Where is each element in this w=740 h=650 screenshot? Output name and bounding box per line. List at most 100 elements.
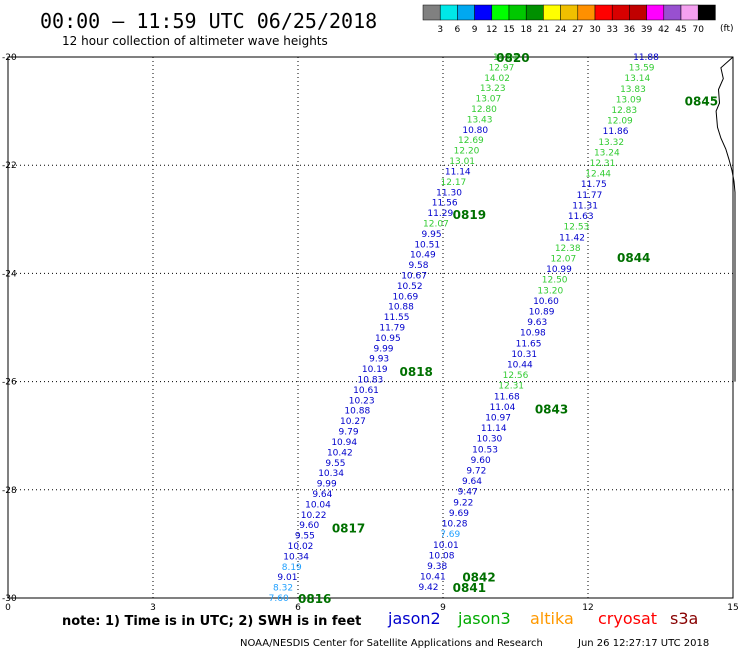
wave-height-value: 10.41 xyxy=(420,573,446,583)
wave-height-value: 13.32 xyxy=(598,138,624,148)
wave-height-value: 12.83 xyxy=(611,106,637,116)
colorbar-label: 3 xyxy=(437,25,443,35)
wave-height-value: 10.08 xyxy=(429,551,455,561)
wave-height-value: 10.52 xyxy=(397,282,423,292)
wave-height-value: 10.34 xyxy=(283,552,309,562)
y-tick-labels: -20 -22 -24 -26 -28 -30 xyxy=(2,53,17,604)
wave-height-value: 13.43 xyxy=(467,115,493,125)
wave-height-value: 11.29 xyxy=(427,209,453,219)
plot-frame xyxy=(7,56,734,599)
wave-height-value: 10.69 xyxy=(392,292,418,302)
y-tick-label: -28 xyxy=(2,486,17,496)
wave-height-value: 13.14 xyxy=(624,74,650,84)
wave-height-value: 10.30 xyxy=(477,435,503,445)
wave-height-value: 8.32 xyxy=(273,584,293,594)
wave-height-value: 11.86 xyxy=(603,127,629,137)
wave-height-value: 7.60 xyxy=(269,594,289,604)
x-tick-label: 3 xyxy=(150,603,156,613)
wave-height-value: 13.07 xyxy=(475,95,501,105)
wave-height-value: 10.27 xyxy=(340,417,366,427)
wave-height-value: 10.42 xyxy=(327,448,353,458)
colorbar-label: 36 xyxy=(624,25,636,35)
wave-height-value: 10.49 xyxy=(410,251,436,261)
colorbar-label: 12 xyxy=(486,25,497,35)
wave-height-value: 10.97 xyxy=(485,414,511,424)
wave-height-value: 13.83 xyxy=(620,85,646,95)
wave-height-value: 11.14 xyxy=(481,424,507,434)
colorbar-swatch xyxy=(508,4,527,21)
wave-height-value: 10.23 xyxy=(349,396,375,406)
wave-height-value: 10.34 xyxy=(318,469,344,479)
colorbar-label: 30 xyxy=(589,25,601,35)
colorbar-swatch xyxy=(646,4,665,21)
wave-height-value: 11.42 xyxy=(559,233,585,243)
wave-height-value: 13.01 xyxy=(449,157,475,167)
pass-time-label: 0819 xyxy=(453,208,486,222)
pass-time-label: 0818 xyxy=(400,365,433,379)
colorbar-label: 42 xyxy=(658,25,669,35)
wave-height-value: 10.83 xyxy=(358,376,384,386)
wave-height-value: 11.68 xyxy=(494,392,520,402)
x-tick-label: 12 xyxy=(582,603,593,613)
wave-height-value: 11.77 xyxy=(577,191,603,201)
wave-height-value: 13.09 xyxy=(616,95,642,105)
colorbar-swatch xyxy=(525,4,544,21)
wave-height-value: 12.31 xyxy=(498,382,524,392)
wave-height-value: 14.02 xyxy=(484,74,510,84)
wave-height-value: 13.59 xyxy=(629,64,655,74)
pass-time-label: 0820 xyxy=(496,51,529,65)
wave-height-value: 12.80 xyxy=(471,105,497,115)
wave-height-value: 9.01 xyxy=(277,573,297,583)
wave-height-value: 9.72 xyxy=(466,467,486,477)
colorbar-label: 33 xyxy=(606,25,617,35)
wave-height-value: 9.79 xyxy=(339,428,359,438)
x-tick-label: 6 xyxy=(295,603,301,613)
wave-height-value: 9.55 xyxy=(325,459,345,469)
wave-height-value: 9.63 xyxy=(527,318,547,328)
chart-title: 00:00 – 11:59 UTC 06/25/2018 xyxy=(40,9,377,33)
y-tick-label: -22 xyxy=(2,161,17,171)
wave-height-value: 10.88 xyxy=(344,407,370,417)
y-tick-label: -24 xyxy=(2,269,17,279)
wave-height-value: 13.24 xyxy=(594,148,620,158)
wave-height-value: 12.17 xyxy=(441,178,467,188)
wave-height-value: 10.22 xyxy=(301,511,327,521)
colorbar-label: 21 xyxy=(538,25,549,35)
pass-time-label: 0845 xyxy=(685,94,718,108)
wave-height-labels: 14.0412.9714.0213.2313.0712.8013.4310.80… xyxy=(269,53,660,604)
colorbar-swatch xyxy=(560,4,579,21)
colorbar-swatch xyxy=(457,4,475,21)
wave-height-value: 10.01 xyxy=(433,541,459,551)
colorbar-label: 70 xyxy=(692,25,704,35)
colorbar-label: 9 xyxy=(472,25,478,35)
pass-time-label: 0844 xyxy=(617,251,650,265)
wave-height-value: 10.28 xyxy=(442,520,468,530)
wave-height-value: 12.09 xyxy=(607,117,633,127)
wave-height-value: 10.60 xyxy=(533,297,559,307)
wave-height-value: 11.14 xyxy=(445,167,471,177)
wave-height-value: 10.44 xyxy=(507,361,533,371)
satellite-name: jason2 xyxy=(387,609,441,628)
wave-height-value: 12.50 xyxy=(542,276,568,286)
colorbar-swatch xyxy=(680,4,699,21)
satellite-name: cryosat xyxy=(598,609,657,628)
wave-height-value: 12.53 xyxy=(564,223,590,233)
color-scale-bar: 3 6 9 12 15 18 21 24 27 30 33 36 39 42 45 70 xyxy=(422,4,716,35)
wave-height-value: 9.99 xyxy=(317,480,337,490)
wave-height-value: 10.67 xyxy=(401,271,427,281)
wave-height-value: 11.79 xyxy=(379,324,405,334)
credit-text: NOAA/NESDIS Center for Satellite Applica… xyxy=(240,638,543,649)
wave-height-value: 12.38 xyxy=(555,244,581,254)
wave-height-value: 10.19 xyxy=(362,365,388,375)
wave-height-value: 12.56 xyxy=(503,371,529,381)
wave-height-value: 9.55 xyxy=(295,532,315,542)
wave-height-value: 11.31 xyxy=(572,201,598,211)
wave-height-value: 10.53 xyxy=(472,445,498,455)
wave-height-value: 8.19 xyxy=(282,563,302,573)
satellite-name: jason3 xyxy=(457,609,511,628)
colorbar-label: 6 xyxy=(455,25,461,35)
pass-time-label: 0817 xyxy=(332,522,365,536)
wave-height-value: 12.44 xyxy=(585,170,611,180)
colorbar-label: 27 xyxy=(572,25,583,35)
